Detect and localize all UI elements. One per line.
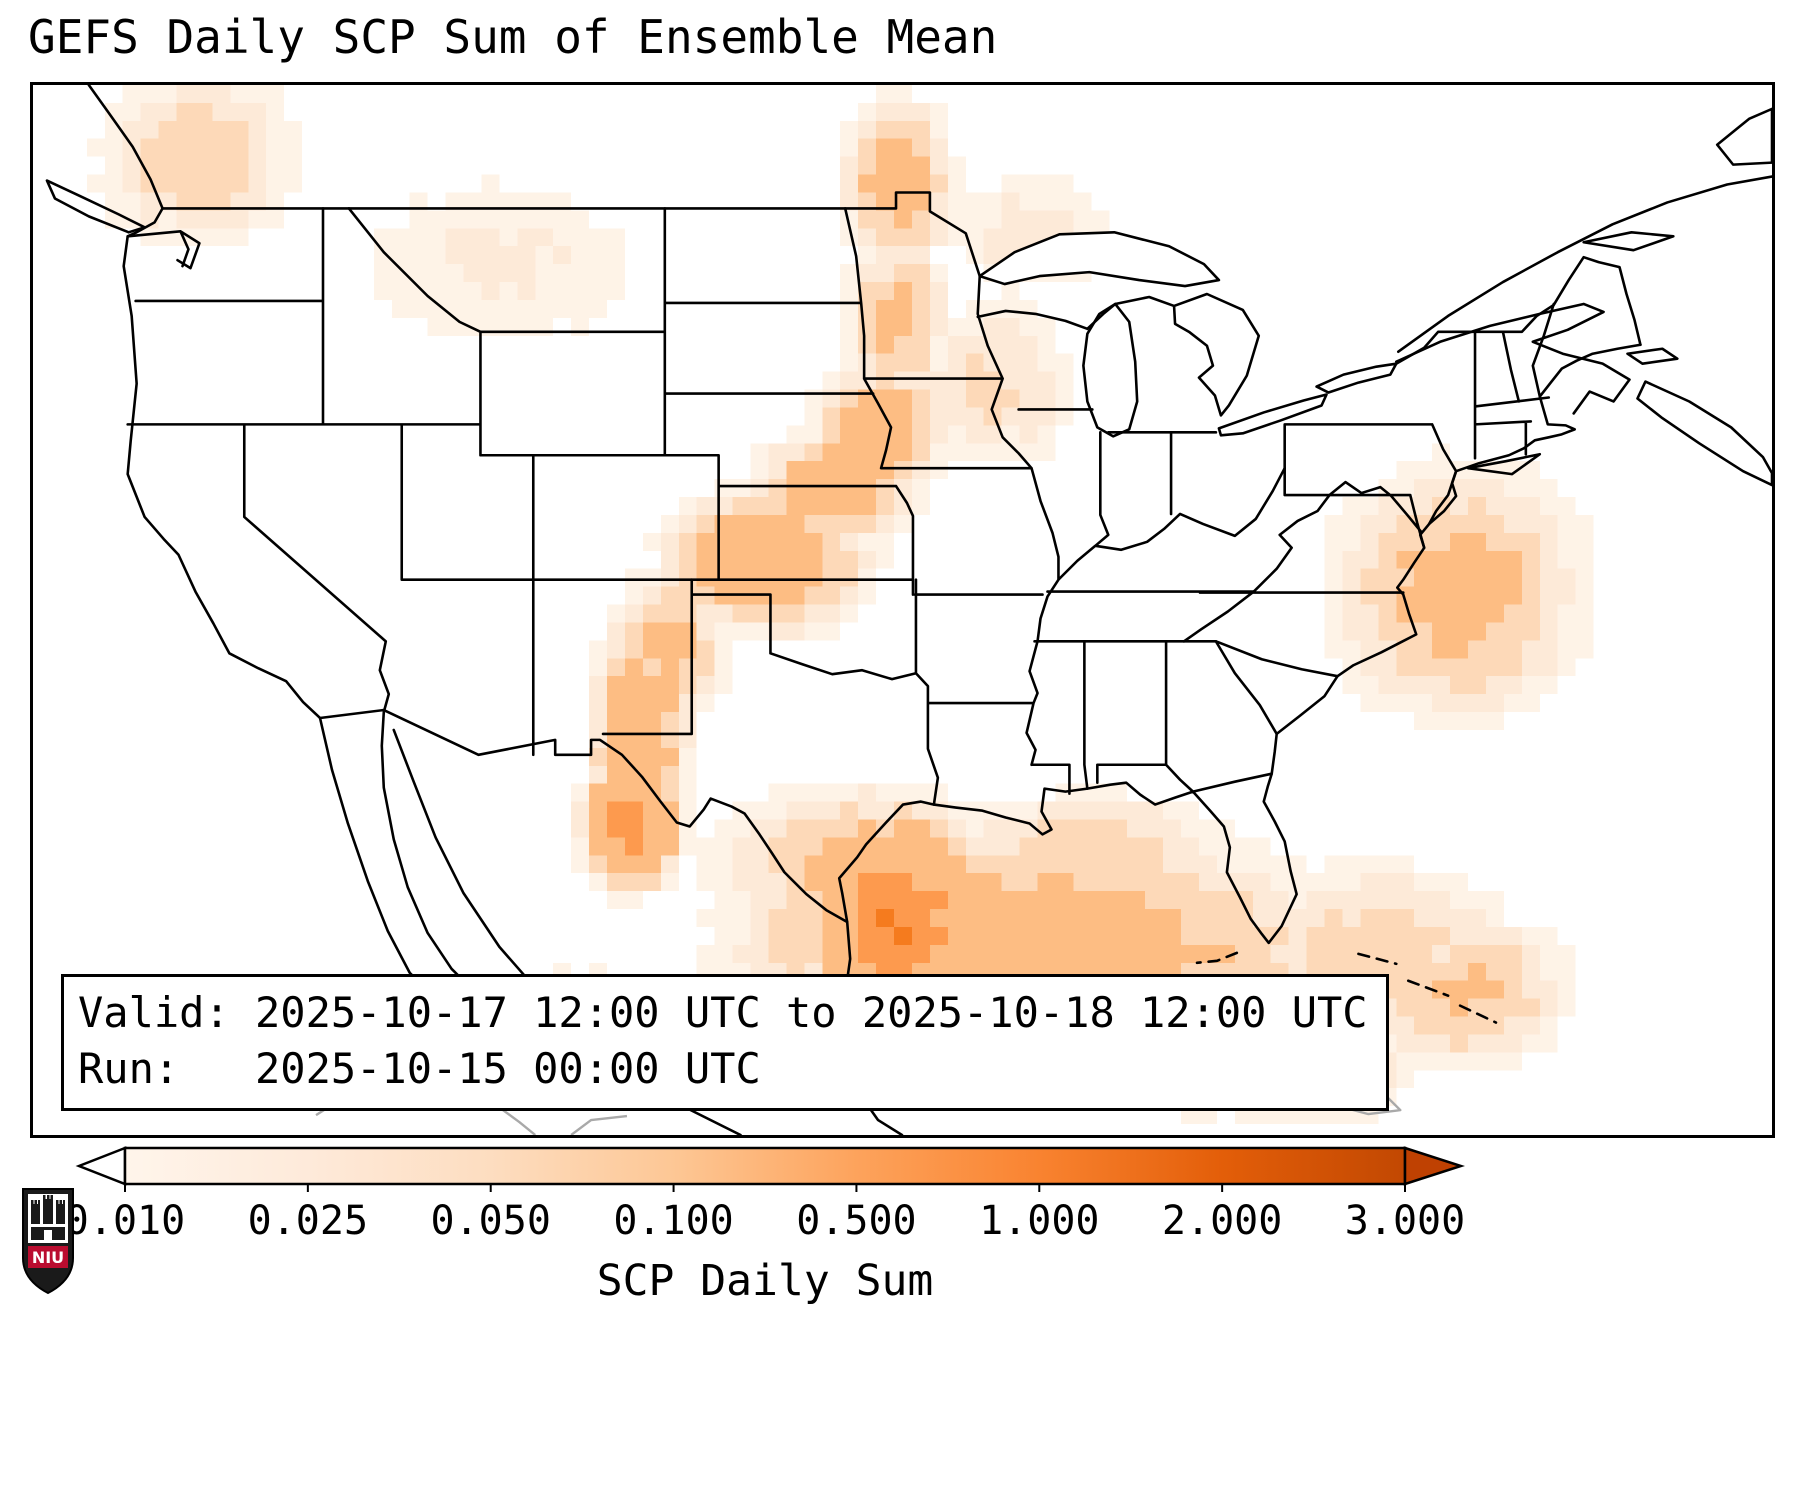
british-columbia-coast	[87, 85, 164, 210]
run-time-text: Run: 2025-10-15 00:00 UTC	[78, 1043, 761, 1093]
validity-info-box: Valid: 2025-10-17 12:00 UTC to 2025-10-1…	[61, 974, 1389, 1111]
state-boundaries-east	[1182, 302, 1556, 793]
anticosti-island	[1582, 231, 1675, 252]
colorbar-tick-marks	[124, 1184, 1406, 1192]
colorbar-tick-label: 0.500	[796, 1198, 917, 1244]
us-canada-border-west	[161, 191, 982, 278]
lake-huron	[1172, 292, 1261, 417]
us-canada-border-east	[1395, 255, 1642, 365]
colorbar-gradient-bar	[123, 1146, 1407, 1186]
lake-ontario	[1315, 362, 1398, 394]
canada-coastlines	[45, 85, 1772, 487]
state-boundaries-central	[601, 207, 1286, 806]
state-boundaries-west	[126, 207, 915, 757]
valid-time-text: Valid: 2025-10-17 12:00 UTC to 2025-10-1…	[78, 988, 1368, 1038]
logo-niu-text: NIU	[32, 1248, 64, 1267]
colorbar-tick-label: 0.050	[430, 1198, 551, 1244]
prince-edward-island	[1626, 347, 1679, 365]
gaspe-new-brunswick-coast	[1395, 302, 1631, 415]
conus-coastline	[122, 207, 1642, 945]
figure-title: GEFS Daily SCP Sum of Ensemble Mean	[28, 10, 998, 64]
nova-scotia	[1636, 380, 1772, 487]
colorbar-tick-label: 0.025	[247, 1198, 369, 1244]
map-panel: Valid: 2025-10-17 12:00 UTC to 2025-10-1…	[30, 82, 1775, 1138]
great-lakes	[978, 231, 1398, 438]
colorbar-tick-label: 3.000	[1344, 1198, 1466, 1244]
logo-red-band	[28, 1246, 68, 1268]
lake-michigan	[1082, 302, 1139, 438]
niu-logo: NIU	[22, 1188, 74, 1295]
newfoundland-corner	[1715, 107, 1772, 166]
colorbar-tick-label: 0.010	[64, 1198, 186, 1244]
st-lawrence-north-shore	[1396, 175, 1772, 354]
lake-superior	[978, 231, 1221, 288]
lake-erie	[1217, 393, 1328, 437]
bahamas-keys-islands	[1195, 951, 1498, 1024]
scp-heatmap-layer	[86, 85, 1594, 1125]
colorbar	[75, 1146, 1465, 1192]
colorbar-tick-label: 1.000	[979, 1198, 1100, 1244]
colorbar-tick-label: 2.000	[1161, 1198, 1283, 1244]
castle-icon	[31, 1195, 65, 1240]
colorbar-under-arrow	[75, 1146, 127, 1186]
colorbar-axis-label: SCP Daily Sum	[596, 1256, 934, 1306]
colorbar-over-arrow	[1403, 1146, 1465, 1186]
vancouver-island	[45, 179, 146, 234]
puget-sound-coast	[126, 230, 201, 270]
colorbar-tick-label: 0.100	[613, 1198, 734, 1244]
